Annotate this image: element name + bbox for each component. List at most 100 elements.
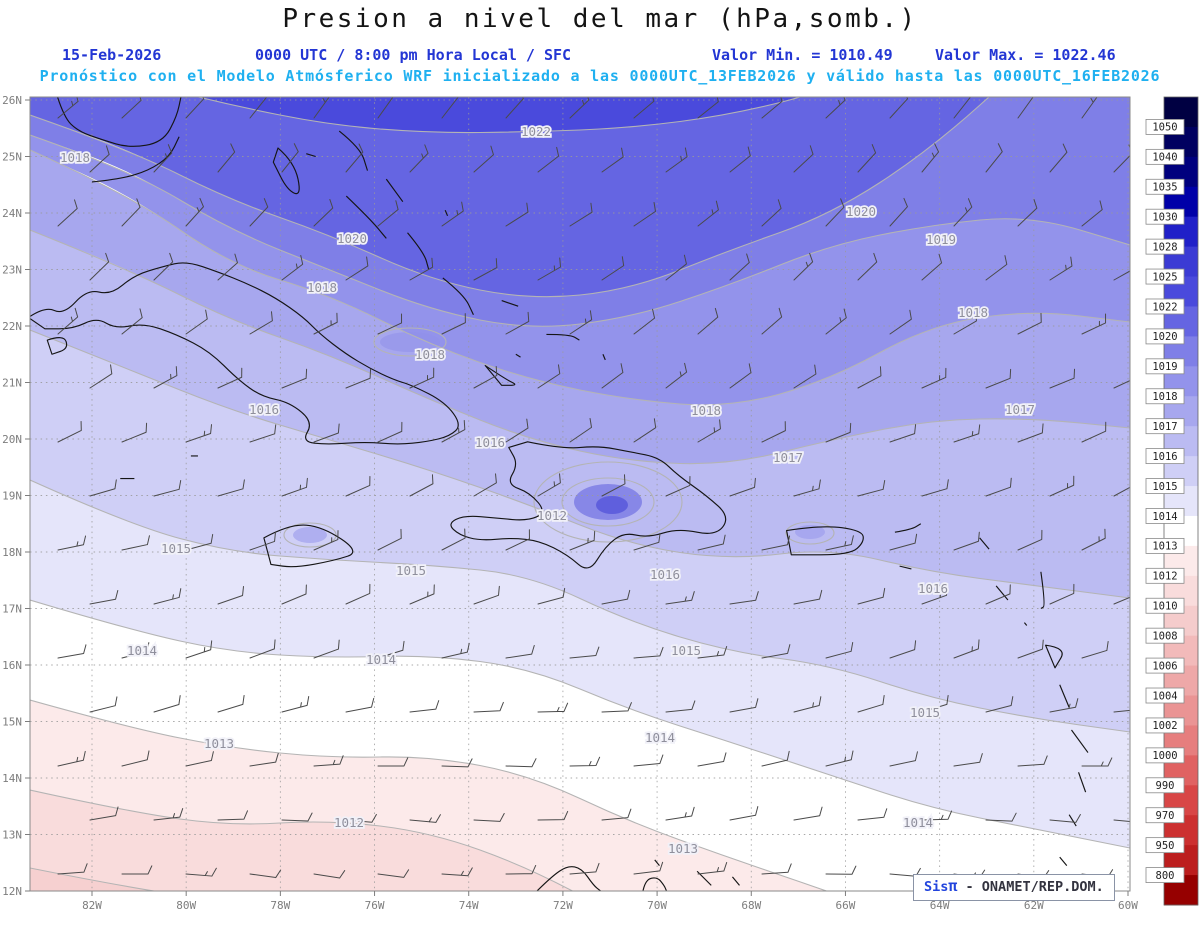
svg-text:20N: 20N xyxy=(2,433,22,446)
svg-text:800: 800 xyxy=(1156,870,1175,882)
svg-text:1010: 1010 xyxy=(1152,601,1177,613)
map-frame xyxy=(29,96,1131,892)
svg-text:1020: 1020 xyxy=(1152,331,1177,343)
isobar-labels: 1022 1020 1020 1019 1018 1018 1018 1018 1018 1017… xyxy=(58,122,1037,858)
svg-text:1020: 1020 xyxy=(337,231,367,246)
svg-text:1018: 1018 xyxy=(60,150,90,165)
svg-text:13N: 13N xyxy=(2,829,22,842)
sispi-logo-sis: Sis xyxy=(924,879,949,895)
svg-text:21N: 21N xyxy=(2,377,22,390)
svg-text:62W: 62W xyxy=(1024,899,1044,912)
svg-text:80W: 80W xyxy=(176,899,196,912)
svg-text:1012: 1012 xyxy=(1152,571,1177,583)
wind-barbs xyxy=(57,97,1130,879)
svg-text:24N: 24N xyxy=(2,207,22,220)
coastlines xyxy=(30,97,1089,891)
sispi-logo-pi-icon: π xyxy=(948,877,958,895)
valid-time: 0000 UTC / 8:00 pm Hora Local / SFC xyxy=(255,46,572,64)
svg-text:19N: 19N xyxy=(2,490,22,503)
svg-text:15N: 15N xyxy=(2,716,22,729)
credit-text: - ONAMET/REP.DOM. xyxy=(957,879,1104,895)
svg-text:1020: 1020 xyxy=(846,204,876,219)
svg-text:1018: 1018 xyxy=(691,403,721,418)
svg-text:1030: 1030 xyxy=(1152,212,1177,224)
svg-text:1016: 1016 xyxy=(249,402,279,417)
svg-text:76W: 76W xyxy=(365,899,385,912)
axis-labels: 26N 25N 24N 23N 22N 21N 20N 19N 18N 17N 16N 15N 14N 1… xyxy=(2,94,1138,912)
svg-text:1040: 1040 xyxy=(1152,152,1177,164)
svg-text:1015: 1015 xyxy=(161,541,191,556)
svg-text:1014: 1014 xyxy=(127,643,157,658)
svg-text:18N: 18N xyxy=(2,546,22,559)
svg-text:1019: 1019 xyxy=(1152,361,1177,373)
svg-text:1018: 1018 xyxy=(307,280,337,295)
svg-text:1016: 1016 xyxy=(1152,451,1177,463)
chart-header: Presion a nivel del mar (hPa,somb.) 15-F… xyxy=(0,0,1200,96)
svg-text:23N: 23N xyxy=(2,264,22,277)
svg-text:12N: 12N xyxy=(2,885,22,898)
svg-text:68W: 68W xyxy=(741,899,761,912)
svg-text:14N: 14N xyxy=(2,772,22,785)
svg-text:1013: 1013 xyxy=(668,841,698,856)
svg-text:1002: 1002 xyxy=(1152,720,1177,732)
svg-text:1017: 1017 xyxy=(1005,402,1035,417)
terrain-shading xyxy=(293,332,825,543)
svg-text:72W: 72W xyxy=(553,899,573,912)
run-date: 15-Feb-2026 xyxy=(62,46,162,64)
svg-text:1018: 1018 xyxy=(1152,391,1177,403)
svg-text:1012: 1012 xyxy=(537,508,567,523)
svg-text:1000: 1000 xyxy=(1152,750,1177,762)
svg-text:70W: 70W xyxy=(647,899,667,912)
forecast-description: Pronóstico con el Modelo Atmósferico WRF… xyxy=(39,67,1161,85)
svg-text:1035: 1035 xyxy=(1152,182,1177,194)
header-line-1: 15-Feb-2026 0000 UTC / 8:00 pm Hora Loca… xyxy=(0,46,1200,66)
svg-text:66W: 66W xyxy=(836,899,856,912)
svg-text:1016: 1016 xyxy=(918,581,948,596)
svg-text:74W: 74W xyxy=(459,899,479,912)
svg-text:1016: 1016 xyxy=(650,567,680,582)
svg-text:1022: 1022 xyxy=(1152,301,1177,313)
value-min-label: Valor Min. = 1010.49 xyxy=(712,46,893,64)
svg-text:1017: 1017 xyxy=(1152,421,1177,433)
svg-text:1018: 1018 xyxy=(415,347,445,362)
svg-text:1008: 1008 xyxy=(1152,630,1177,642)
svg-text:26N: 26N xyxy=(2,94,22,107)
svg-text:950: 950 xyxy=(1156,840,1175,852)
svg-text:1028: 1028 xyxy=(1152,241,1177,253)
svg-text:1013: 1013 xyxy=(1152,541,1177,553)
svg-text:1015: 1015 xyxy=(396,563,426,578)
svg-text:16N: 16N xyxy=(2,659,22,672)
svg-text:1014: 1014 xyxy=(366,652,396,667)
svg-text:25N: 25N xyxy=(2,151,22,164)
svg-text:64W: 64W xyxy=(930,899,950,912)
svg-text:1018: 1018 xyxy=(958,305,988,320)
svg-text:1015: 1015 xyxy=(910,705,940,720)
value-max-label: Valor Max. = 1022.46 xyxy=(935,46,1116,64)
credit-box: Sisπ - ONAMET/REP.DOM. xyxy=(913,874,1115,901)
svg-text:1013: 1013 xyxy=(204,736,234,751)
svg-text:1014: 1014 xyxy=(903,815,933,830)
svg-text:1017: 1017 xyxy=(773,450,803,465)
svg-text:1006: 1006 xyxy=(1152,660,1177,672)
svg-text:17N: 17N xyxy=(2,603,22,616)
svg-text:22N: 22N xyxy=(2,320,22,333)
pressure-fill-bands xyxy=(30,97,1130,891)
svg-text:1019: 1019 xyxy=(926,232,956,247)
svg-text:1025: 1025 xyxy=(1152,271,1177,283)
svg-text:1050: 1050 xyxy=(1152,122,1177,134)
page-title: Presion a nivel del mar (hPa,somb.) xyxy=(282,4,918,34)
svg-text:970: 970 xyxy=(1156,810,1175,822)
svg-text:1014: 1014 xyxy=(645,730,675,745)
svg-text:1015: 1015 xyxy=(671,643,701,658)
svg-text:1015: 1015 xyxy=(1152,481,1177,493)
svg-text:60W: 60W xyxy=(1118,899,1138,912)
svg-text:1022: 1022 xyxy=(521,124,551,139)
svg-text:1014: 1014 xyxy=(1152,511,1177,523)
svg-text:990: 990 xyxy=(1156,780,1175,792)
colorbar: 1050 1040 1035 1030 1028 1025 1022 1020 1019 1018… xyxy=(1145,96,1199,906)
svg-text:1004: 1004 xyxy=(1152,690,1177,702)
svg-text:1016: 1016 xyxy=(475,435,505,450)
isobar-contours xyxy=(30,97,1130,891)
svg-text:78W: 78W xyxy=(270,899,290,912)
